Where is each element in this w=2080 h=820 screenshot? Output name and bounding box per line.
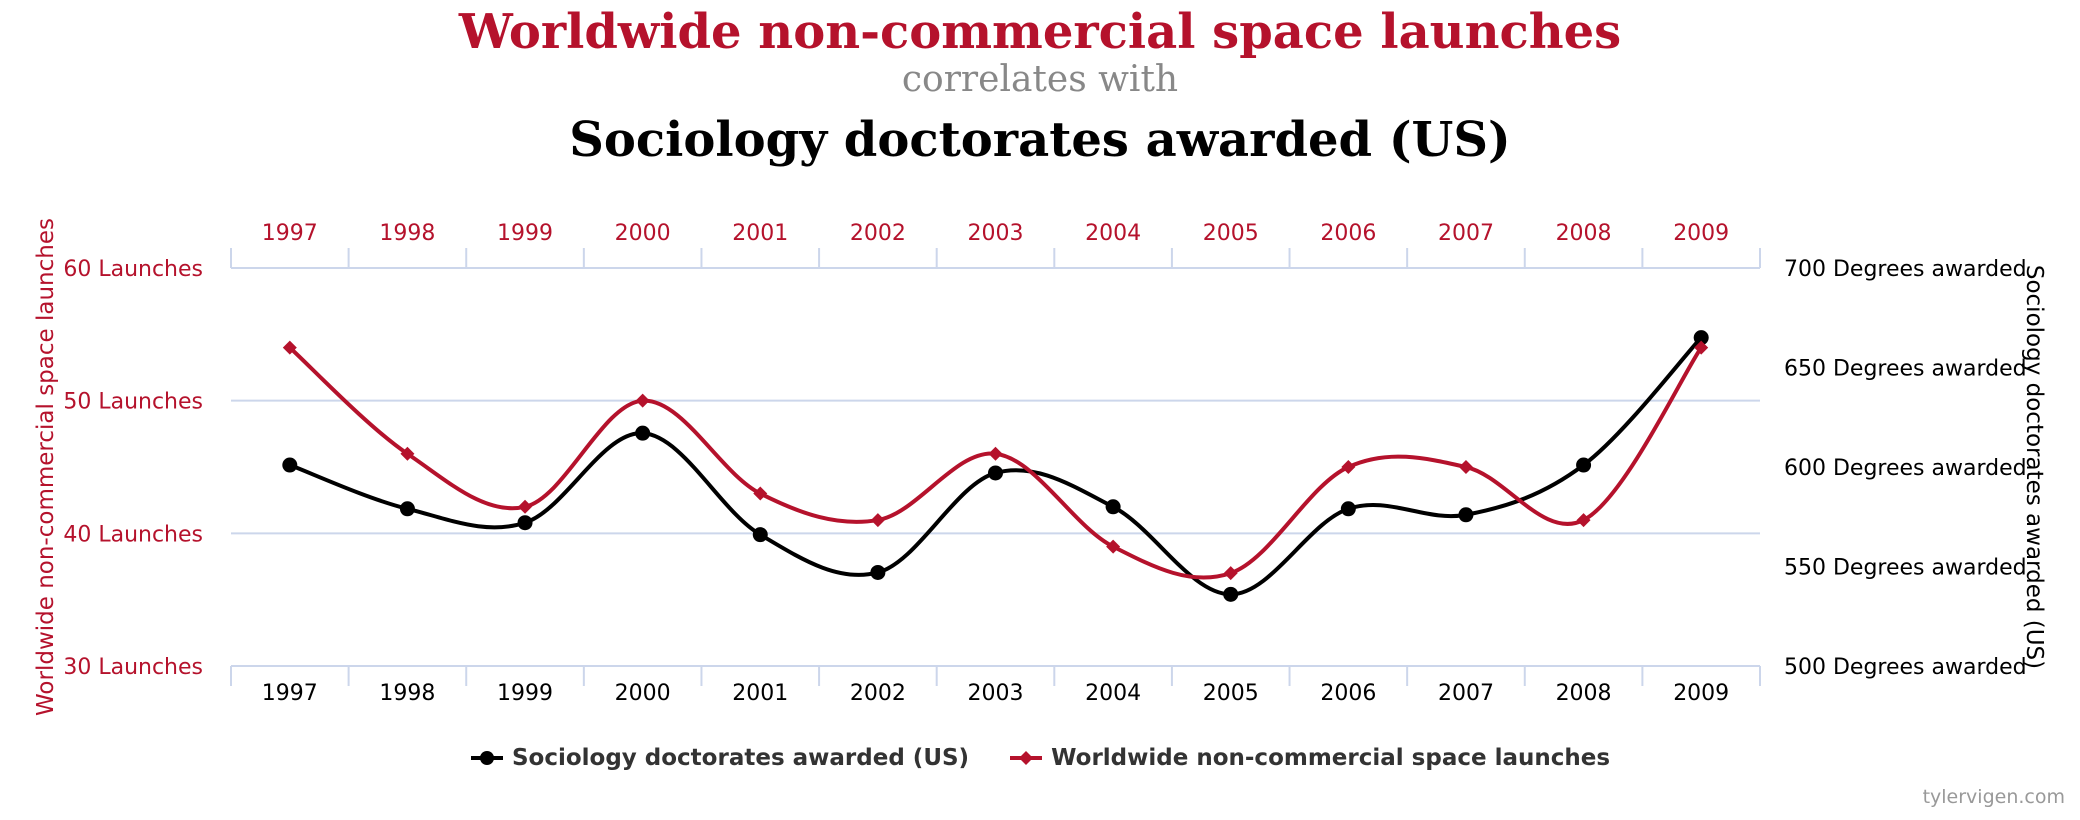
bottom-axis-label: 2009 [1673,681,1729,706]
bottom-axis-label: 2007 [1438,681,1494,706]
bottom-axis-label: 2001 [732,681,788,706]
data-point-doctorates [517,515,533,531]
data-point-doctorates [282,457,298,473]
legend-label-doctorates: Sociology doctorates awarded (US) [511,745,970,771]
top-axis-label: 1998 [379,221,435,246]
legend-symbol-circle [470,751,503,765]
data-point-launches [635,393,650,408]
data-point-doctorates [1105,499,1121,515]
data-point-launches [988,446,1003,461]
top-axis-label: 2004 [1085,221,1141,246]
top-axis-label: 2009 [1673,221,1729,246]
data-point-doctorates [752,527,768,543]
bottom-axis-label: 2008 [1556,681,1612,706]
bottom-axis-label: 2004 [1085,681,1141,706]
data-point-doctorates [1693,330,1709,346]
data-point-launches [1694,340,1709,355]
data-point-launches [753,486,768,501]
left-axis-title: Worldwide non-commercial space launches [33,218,59,716]
right-axis-tick-label: 650 Degrees awarded [1784,357,2027,382]
legend-label-launches: Worldwide non-commercial space launches [1051,745,1611,771]
credit-text: tylervigen.com [1922,786,2065,808]
legend-item-launches[interactable]: Worldwide non-commercial space launches [1009,745,1610,771]
data-point-launches [1341,460,1356,474]
top-axis-label: 1997 [262,221,318,246]
bottom-axis-label: 2000 [615,681,671,706]
chart-title-primary: Worldwide non-commercial space launches [458,4,1622,60]
bottom-axis-label: 2003 [968,681,1024,706]
bottom-axis-label: 1998 [379,681,435,706]
top-axis-label: 2006 [1320,221,1376,246]
right-axis-title: Sociology doctorates awarded (US) [2021,265,2047,669]
right-axis-tick-label: 700 Degrees awarded [1784,257,2027,282]
bottom-axis-label: 2005 [1203,681,1259,706]
left-axis-tick-label: 30 Launches [63,655,203,680]
top-axis-label: 2003 [968,221,1024,246]
data-point-launches [1106,539,1121,554]
data-point-doctorates [1223,586,1239,602]
data-point-doctorates [635,425,651,441]
data-point-doctorates [870,564,886,580]
legend-item-doctorates[interactable]: Sociology doctorates awarded (US) [470,745,969,771]
chart-title-connector: correlates with [901,59,1179,100]
data-point-doctorates [399,501,415,517]
chart-title-secondary: Sociology doctorates awarded (US) [569,112,1511,168]
data-point-launches [1576,513,1591,528]
top-axis-label: 1999 [497,221,553,246]
top-axis-label: 2001 [732,221,788,246]
legend-symbol-diamond [1010,751,1043,765]
bottom-axis-label: 2002 [850,681,906,706]
top-axis-label: 2007 [1438,221,1494,246]
left-axis-tick-label: 40 Launches [63,522,203,547]
left-axis-tick-label: 60 Launches [63,257,203,282]
top-axis-label: 2002 [850,221,906,246]
bottom-axis-label: 2006 [1320,681,1376,706]
top-axis-label: 2000 [615,221,671,246]
data-point-launches [400,446,415,461]
data-point-launches [282,340,297,355]
data-point-launches [1223,566,1238,581]
legend: Sociology doctorates awarded (US) Worldw… [0,745,2080,774]
right-axis-tick-label: 500 Degrees awarded [1784,655,2027,680]
data-point-doctorates [1458,507,1474,523]
bottom-axis-label: 1997 [262,681,318,706]
data-point-doctorates [1576,457,1592,473]
top-axis-label: 2005 [1203,221,1259,246]
top-axis-label: 2008 [1556,221,1612,246]
right-axis-tick-label: 550 Degrees awarded [1784,556,2027,581]
right-axis-tick-label: 600 Degrees awarded [1784,456,2027,481]
data-point-launches [1458,460,1473,474]
left-axis-tick-label: 50 Launches [63,390,203,415]
data-point-launches [518,499,533,514]
title-block: Worldwide non-commercial space launches … [0,0,2080,168]
bottom-axis-label: 1999 [497,681,553,706]
series-line-launches [288,346,1703,580]
data-point-doctorates [1340,501,1356,517]
data-point-launches [870,513,885,528]
data-point-doctorates [988,465,1003,481]
